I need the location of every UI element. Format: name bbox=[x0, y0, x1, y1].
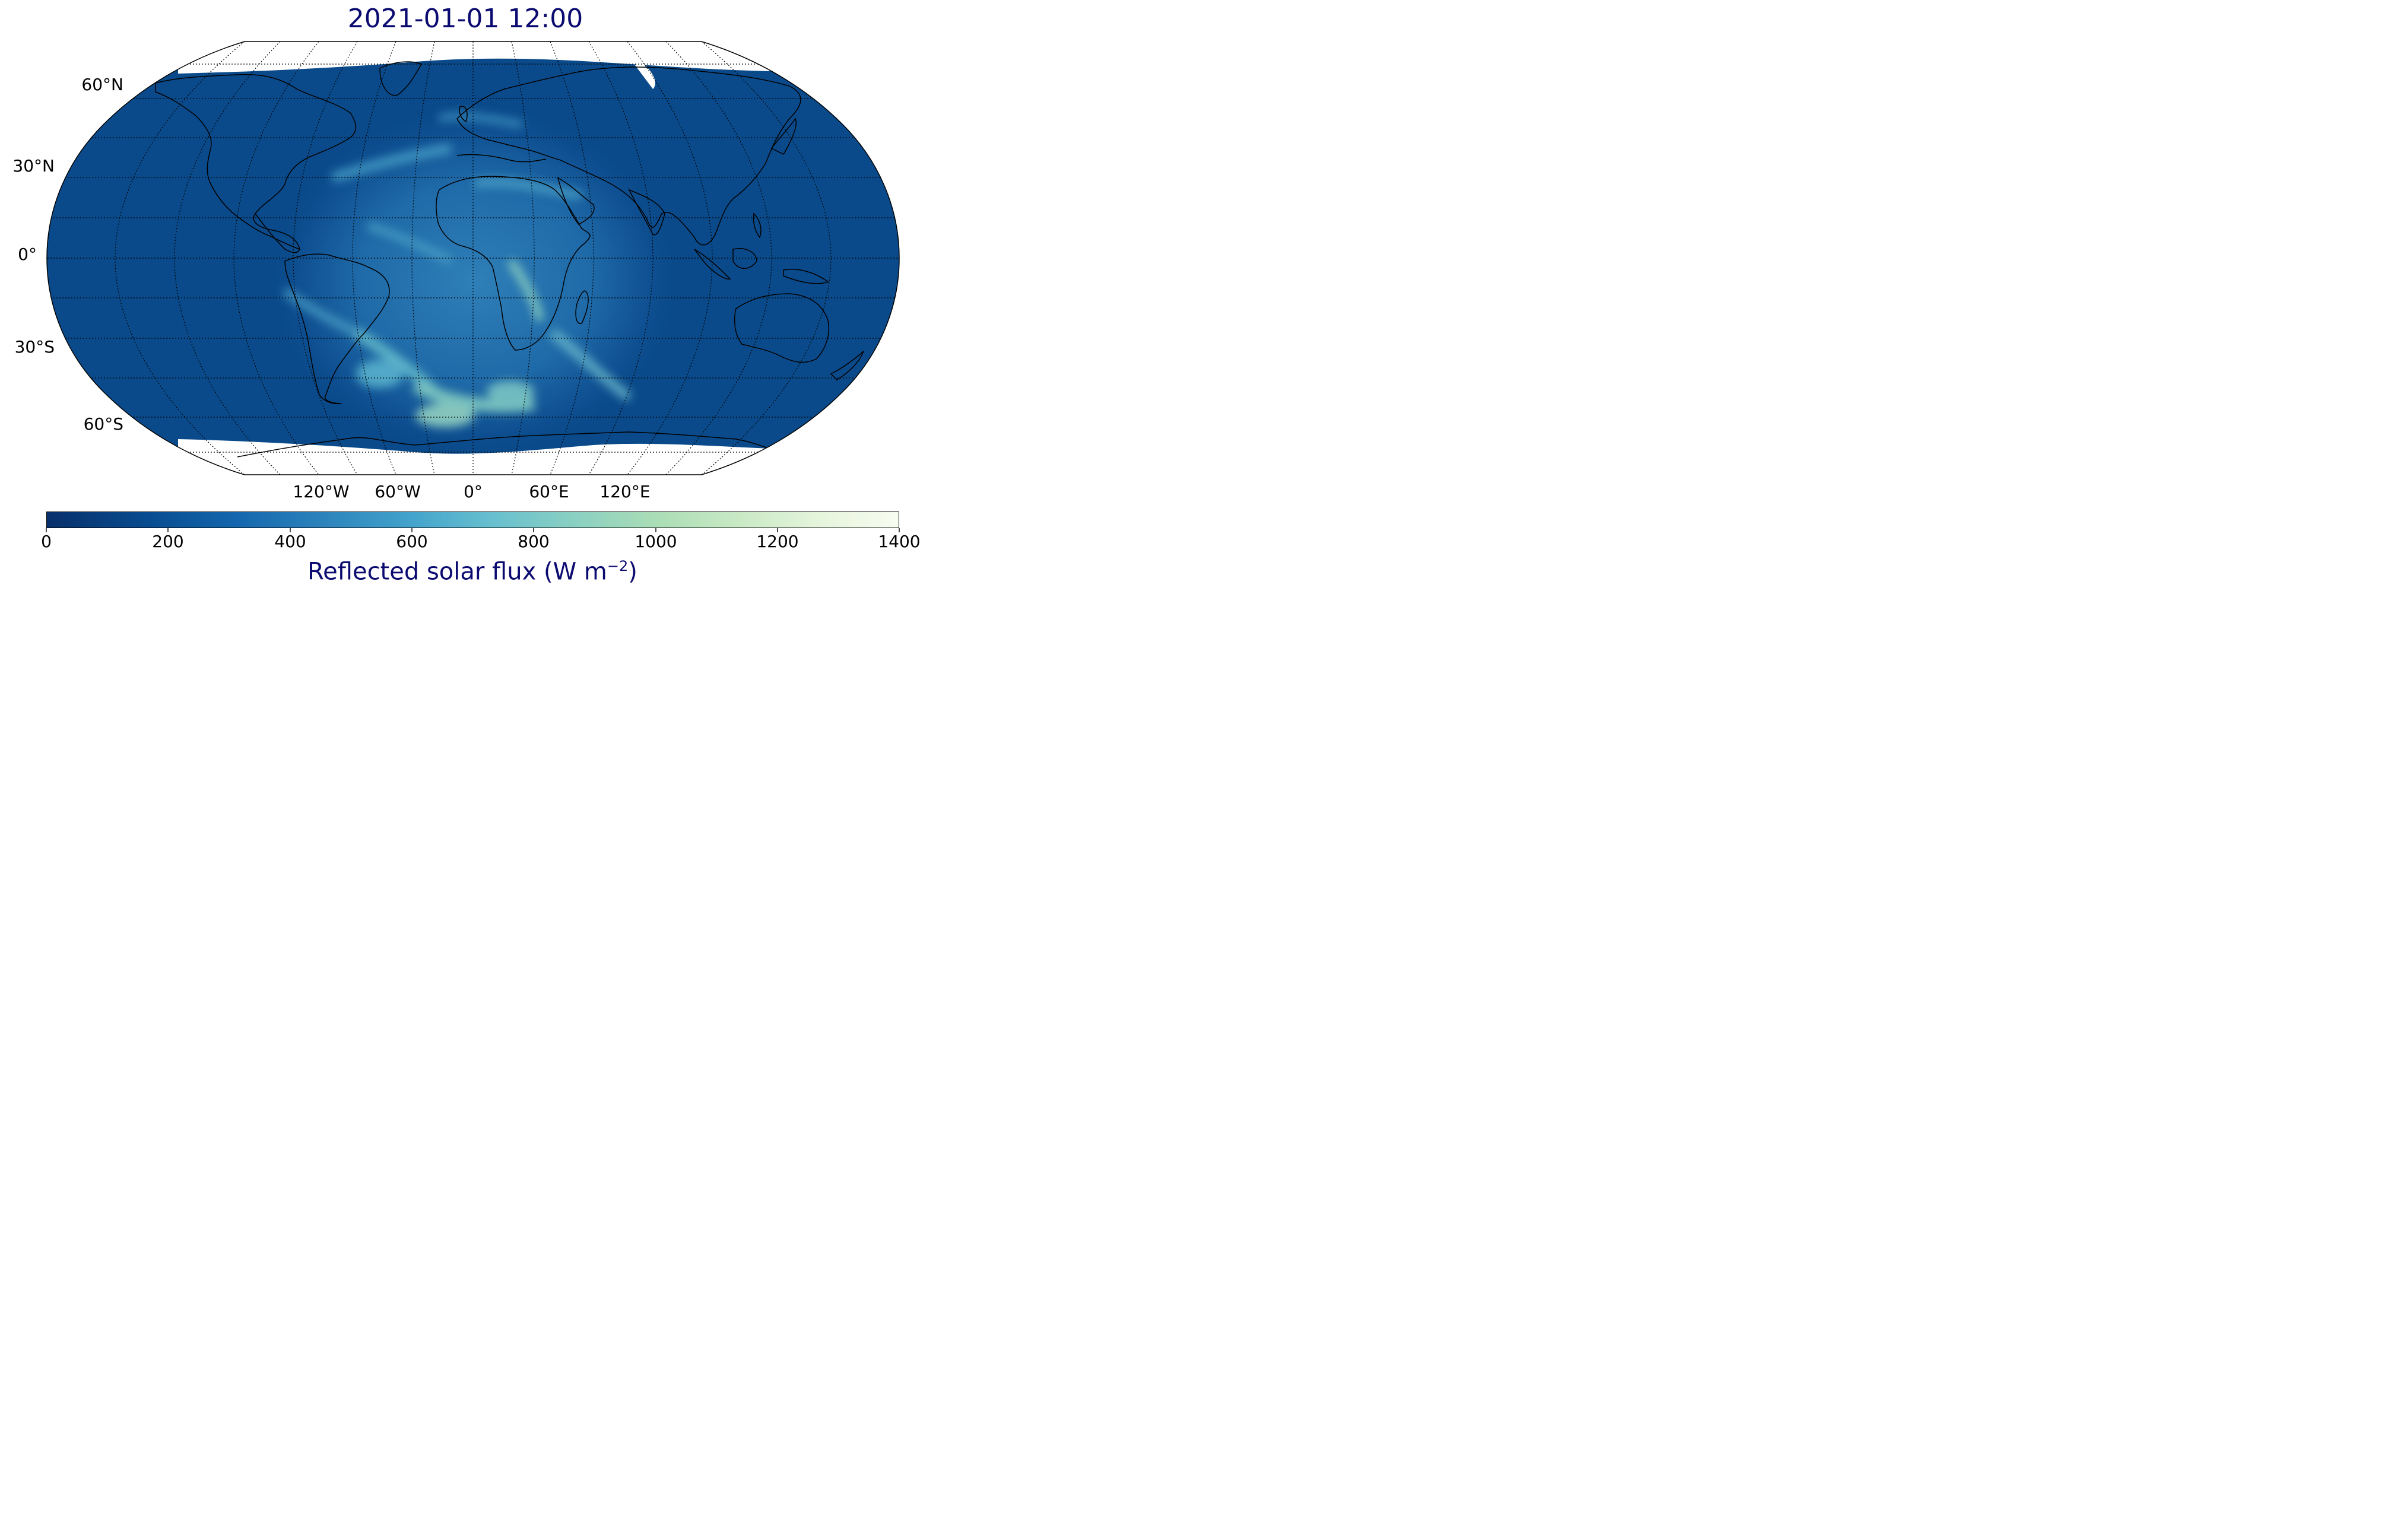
mediterranean-coast bbox=[456, 154, 547, 163]
lon-label-0: 0° bbox=[464, 482, 483, 501]
eurasia-coast bbox=[456, 66, 801, 246]
new-zealand-coast bbox=[830, 351, 864, 380]
lat-label-0: 0° bbox=[18, 244, 37, 264]
colorbar-tick-400: 400 bbox=[274, 532, 306, 551]
colorbar-label: Reflected solar flux (W m−2) bbox=[0, 558, 945, 585]
colorbar-tick-600: 600 bbox=[396, 532, 428, 551]
lon-label-60e: 60°E bbox=[529, 482, 569, 501]
greenland-coast bbox=[379, 61, 423, 96]
sumatra-coast bbox=[694, 249, 731, 279]
borneo-coast bbox=[732, 248, 757, 269]
antarctic-no-data bbox=[178, 439, 772, 475]
colorbar-tick-1200: 1200 bbox=[756, 532, 799, 551]
lat-label-30s: 30°S bbox=[14, 337, 55, 357]
colorbar-tick-200: 200 bbox=[152, 532, 184, 551]
world-map bbox=[46, 41, 900, 475]
colorbar-label-close: ) bbox=[628, 558, 637, 586]
new-guinea-coast bbox=[783, 268, 829, 284]
figure: 2021-01-01 12:00 bbox=[0, 0, 931, 595]
madagascar-coast bbox=[575, 290, 589, 324]
arabia-coast bbox=[557, 177, 595, 225]
lat-label-60n: 60°N bbox=[81, 75, 123, 94]
colorbar-label-main: Reflected solar flux (W m bbox=[307, 558, 607, 586]
map-title: 2021-01-01 12:00 bbox=[347, 4, 583, 34]
lat-label-30n: 30°N bbox=[12, 156, 55, 176]
colorbar bbox=[46, 512, 899, 528]
antarctica-coast bbox=[237, 431, 772, 458]
arctic-no-data bbox=[178, 42, 772, 74]
lon-label-60w: 60°W bbox=[375, 482, 421, 501]
globe-outline bbox=[46, 41, 900, 475]
south-america-coast bbox=[284, 253, 390, 405]
central-america-coast bbox=[255, 213, 300, 253]
colorbar-tick-800: 800 bbox=[518, 532, 550, 551]
philippines-coast bbox=[753, 212, 762, 239]
colorbar-tick-1400: 1400 bbox=[878, 532, 921, 551]
lon-label-120w: 120°W bbox=[293, 482, 350, 501]
cloud-patterns bbox=[282, 112, 632, 427]
colorbar-label-exponent: −2 bbox=[607, 558, 629, 574]
australia-coast bbox=[734, 293, 829, 363]
india-coast bbox=[628, 189, 665, 236]
coastlines bbox=[155, 61, 864, 458]
dayside-field bbox=[226, 59, 724, 475]
japan-coast bbox=[770, 117, 797, 155]
lat-label-60s: 60°S bbox=[83, 414, 123, 434]
colorbar-tick-0: 0 bbox=[41, 532, 52, 551]
africa-coast bbox=[436, 176, 591, 351]
colorbar-tick-1000: 1000 bbox=[634, 532, 677, 551]
lon-label-120e: 120°E bbox=[599, 482, 651, 501]
british-isles-coast bbox=[459, 106, 468, 123]
